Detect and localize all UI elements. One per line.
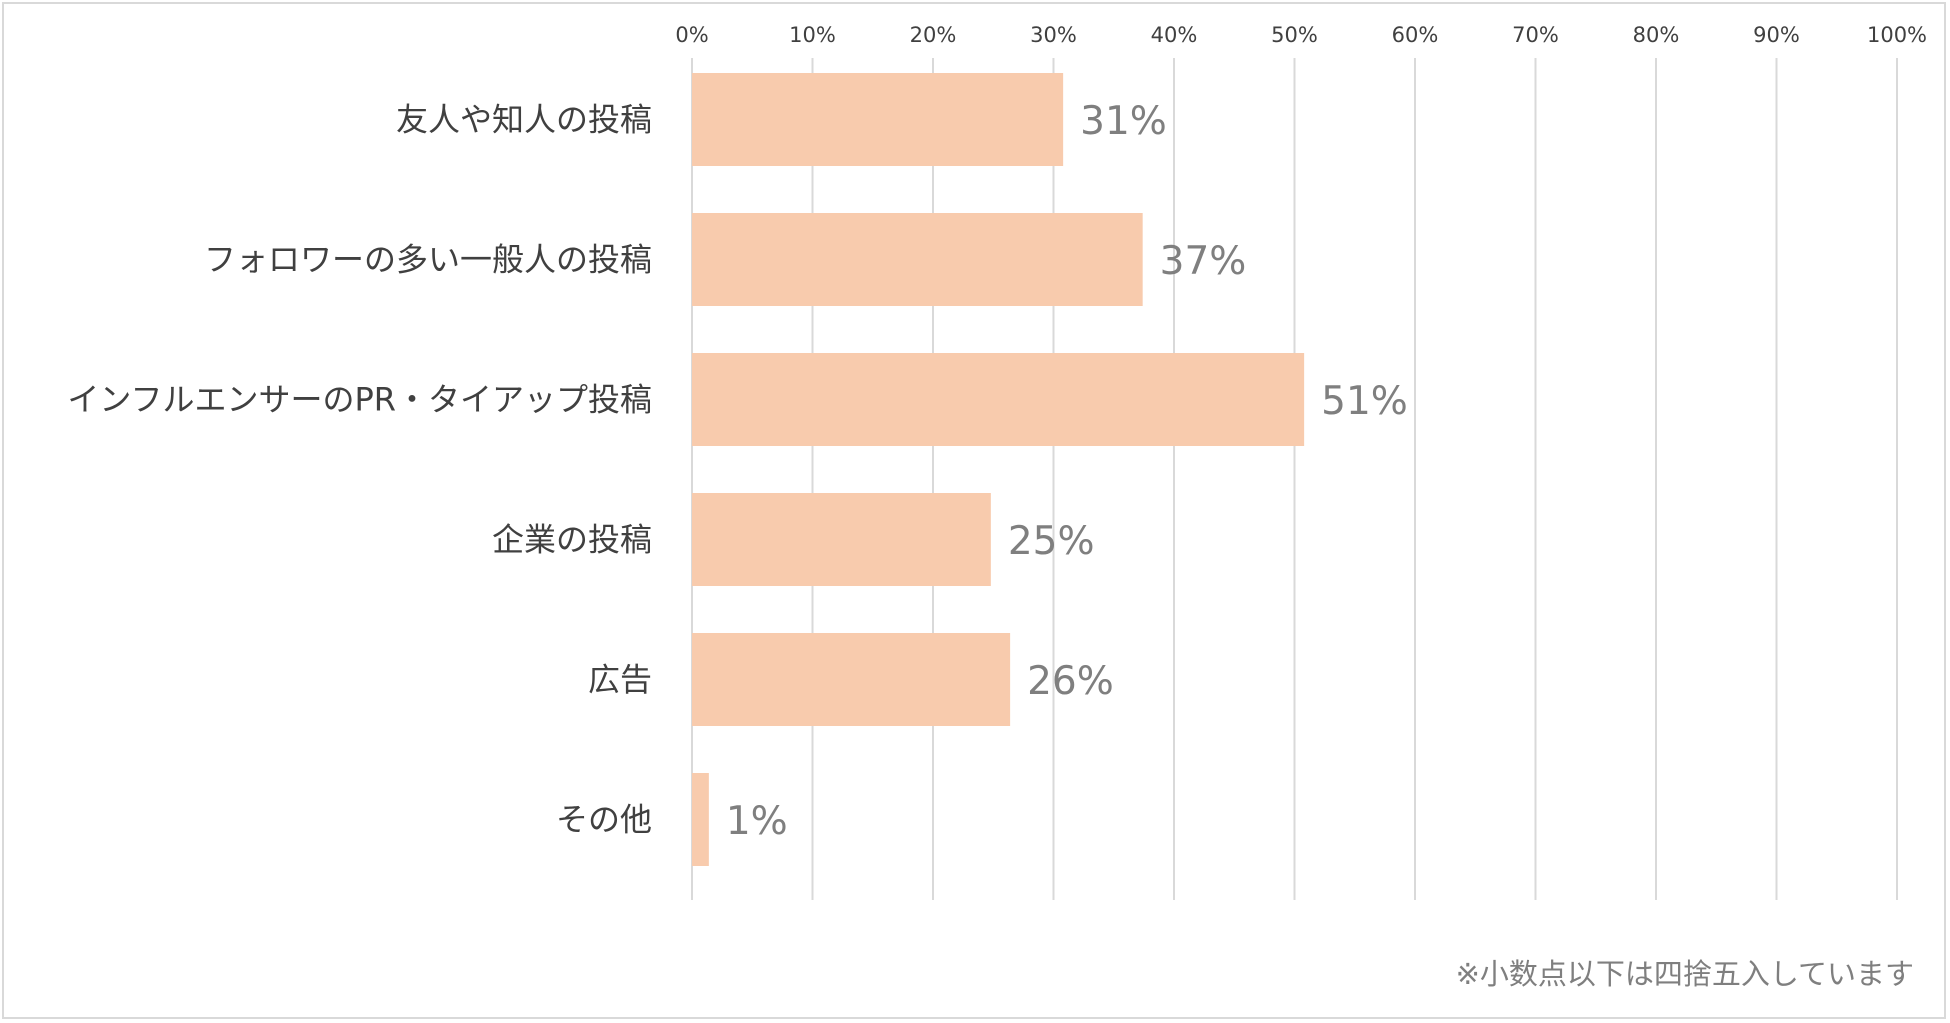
bar-1 xyxy=(692,213,1143,306)
value-label: 37% xyxy=(1160,239,1247,284)
category-label: 企業の投稿 xyxy=(492,521,652,559)
category-label: その他 xyxy=(556,801,652,839)
category-label: 友人や知人の投稿 xyxy=(396,101,652,139)
x-tick-label: 0% xyxy=(675,23,708,47)
bar-3 xyxy=(692,493,991,586)
footnote: ※小数点以下は四捨五入しています xyxy=(1455,957,1914,991)
x-tick-label: 20% xyxy=(910,23,957,47)
category-label: インフルエンサーのPR・タイアップ投稿 xyxy=(67,381,652,419)
value-label: 31% xyxy=(1080,99,1167,144)
x-axis-ticks: 0% 10% 20% 30% 40% 50% 60% 70% 80% 90% 100% xyxy=(675,23,1927,47)
value-label: 51% xyxy=(1321,379,1408,424)
category-label: フォロワーの多い一般人の投稿 xyxy=(204,241,652,279)
x-tick-label: 10% xyxy=(789,23,836,47)
bar-5 xyxy=(692,773,709,866)
x-tick-label: 60% xyxy=(1392,23,1439,47)
gridlines xyxy=(691,58,1898,900)
category-labels: 友人や知人の投稿フォロワーの多い一般人の投稿インフルエンサーのPR・タイアップ投… xyxy=(67,101,652,839)
x-tick-label: 40% xyxy=(1151,23,1198,47)
x-tick-label: 90% xyxy=(1753,23,1800,47)
x-tick-label: 80% xyxy=(1633,23,1680,47)
category-label: 広告 xyxy=(588,661,652,699)
bar-0 xyxy=(692,73,1064,166)
value-label: 25% xyxy=(1008,519,1095,564)
x-tick-label: 50% xyxy=(1271,23,1318,47)
value-label: 1% xyxy=(726,799,788,844)
value-labels: 31% 37% 51% 25% 26% 1% xyxy=(726,99,1408,844)
bars xyxy=(692,73,1305,866)
bar-2 xyxy=(692,353,1305,446)
bar-4 xyxy=(692,633,1011,726)
x-tick-label: 70% xyxy=(1512,23,1559,47)
x-tick-label: 30% xyxy=(1030,23,1077,47)
value-label: 26% xyxy=(1027,659,1114,704)
x-tick-label: 100% xyxy=(1867,23,1927,47)
